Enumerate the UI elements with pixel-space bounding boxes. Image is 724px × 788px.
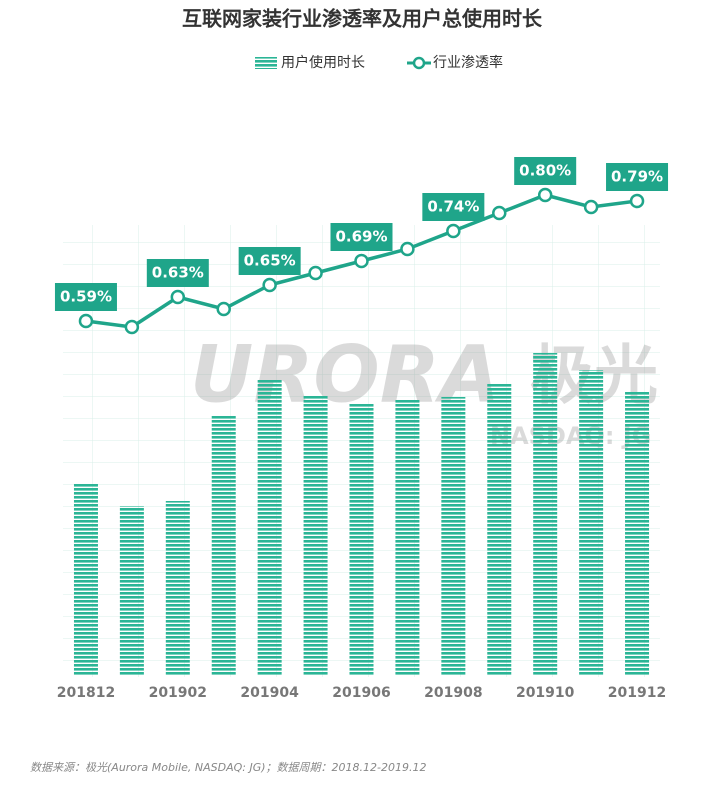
value-label-box bbox=[606, 163, 669, 191]
x-tick-label: 201904 bbox=[240, 685, 299, 701]
source-note: 数据来源：极光(Aurora Mobile, NASDAQ: JG)；数据周期：… bbox=[30, 761, 426, 774]
value-label-box bbox=[330, 223, 393, 251]
line-point bbox=[446, 223, 461, 239]
x-tick-label: 201812 bbox=[57, 685, 115, 701]
line-point bbox=[308, 265, 323, 281]
line-point bbox=[354, 253, 369, 269]
bar bbox=[211, 415, 236, 675]
bar bbox=[119, 506, 144, 675]
bar bbox=[579, 370, 604, 675]
line-point bbox=[124, 319, 140, 335]
x-tick-label: 201908 bbox=[424, 685, 482, 701]
value-label: 0.63% bbox=[152, 264, 204, 282]
line-point bbox=[583, 199, 599, 215]
chart-title: 互联网家装行业渗透率及用户总使用时长 bbox=[182, 7, 543, 31]
line-point bbox=[170, 289, 186, 305]
value-label-box bbox=[238, 247, 301, 275]
line-point bbox=[629, 193, 645, 209]
value-label-box bbox=[146, 259, 209, 287]
bar bbox=[533, 353, 558, 675]
bar bbox=[303, 396, 328, 675]
legend: 用户使用时长 行业渗透率 bbox=[255, 54, 503, 71]
value-label-box bbox=[54, 283, 117, 311]
value-label: 0.69% bbox=[335, 228, 387, 246]
bar bbox=[349, 403, 374, 675]
legend-label: 行业渗透率 bbox=[433, 54, 503, 71]
value-label: 0.80% bbox=[519, 162, 571, 180]
x-tick-label: 201912 bbox=[608, 685, 666, 701]
legend-label: 用户使用时长 bbox=[281, 54, 365, 71]
legend-swatch bbox=[412, 56, 426, 70]
x-tick-label: 201910 bbox=[516, 685, 575, 701]
bar bbox=[441, 397, 466, 675]
bar bbox=[257, 380, 282, 675]
line-point bbox=[262, 277, 277, 293]
x-tick-label: 201902 bbox=[149, 685, 207, 701]
x-tick-label: 201906 bbox=[332, 685, 390, 701]
line-point bbox=[492, 205, 507, 221]
bar bbox=[395, 400, 420, 675]
bar bbox=[625, 392, 650, 675]
value-label-box bbox=[514, 157, 577, 185]
value-label: 0.74% bbox=[427, 198, 479, 216]
line-point bbox=[78, 313, 94, 329]
line-point bbox=[216, 301, 231, 317]
line-point bbox=[400, 241, 415, 257]
value-label: 0.59% bbox=[60, 288, 112, 306]
bar bbox=[73, 483, 98, 675]
bar bbox=[487, 384, 512, 675]
line-point bbox=[537, 187, 553, 203]
bar bbox=[165, 501, 190, 675]
value-label: 0.65% bbox=[244, 252, 296, 270]
value-label-box bbox=[422, 193, 485, 221]
watermark: NASDAQ: JG bbox=[490, 422, 651, 450]
value-label: 0.79% bbox=[611, 168, 663, 186]
legend-swatch bbox=[255, 57, 277, 69]
